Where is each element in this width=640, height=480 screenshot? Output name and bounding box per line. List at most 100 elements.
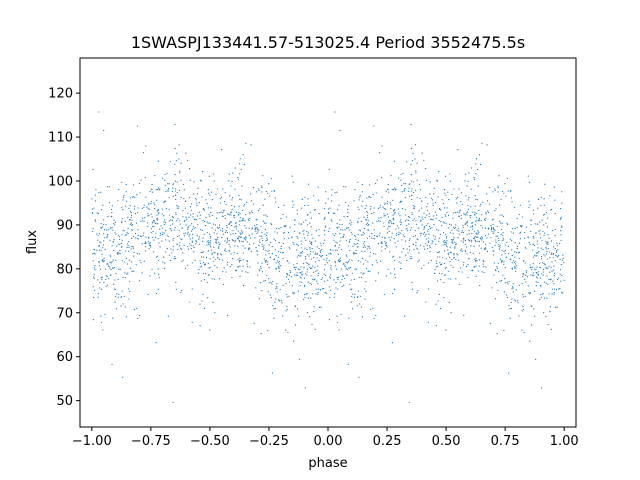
data-point bbox=[150, 200, 152, 203]
data-point bbox=[471, 232, 473, 234]
data-point bbox=[390, 204, 392, 206]
data-point bbox=[171, 219, 174, 221]
data-point bbox=[111, 363, 113, 365]
data-point bbox=[201, 265, 203, 267]
data-point bbox=[460, 240, 462, 242]
data-point bbox=[154, 204, 156, 206]
data-point bbox=[427, 241, 430, 243]
data-point bbox=[235, 270, 237, 272]
data-point bbox=[429, 227, 432, 229]
data-point bbox=[225, 271, 227, 273]
data-point bbox=[122, 229, 124, 231]
data-point bbox=[412, 220, 414, 222]
data-point bbox=[319, 254, 321, 256]
data-point bbox=[245, 239, 247, 241]
data-point bbox=[533, 213, 535, 215]
data-point bbox=[240, 230, 243, 232]
data-point bbox=[346, 262, 348, 264]
data-point bbox=[231, 276, 233, 279]
data-point bbox=[508, 305, 510, 307]
data-point bbox=[230, 224, 232, 227]
data-point bbox=[92, 319, 94, 321]
data-point bbox=[421, 200, 423, 202]
data-point bbox=[299, 232, 301, 234]
data-point bbox=[406, 259, 408, 262]
data-point bbox=[128, 288, 130, 290]
data-point bbox=[540, 255, 543, 258]
data-point bbox=[391, 236, 393, 238]
data-point bbox=[506, 177, 509, 180]
data-point bbox=[164, 221, 167, 224]
data-point bbox=[334, 192, 336, 194]
data-point bbox=[320, 255, 322, 257]
data-point bbox=[365, 259, 367, 261]
data-point bbox=[257, 274, 259, 276]
data-point bbox=[479, 284, 481, 287]
data-point bbox=[136, 193, 138, 196]
data-point bbox=[353, 296, 356, 298]
data-point bbox=[224, 217, 226, 220]
data-point bbox=[91, 230, 93, 232]
data-point bbox=[511, 201, 513, 203]
data-point bbox=[537, 247, 539, 249]
data-point bbox=[411, 160, 414, 162]
data-point bbox=[171, 252, 173, 254]
data-point bbox=[271, 253, 274, 255]
data-point bbox=[397, 213, 400, 215]
data-point bbox=[202, 237, 204, 239]
data-point bbox=[384, 208, 386, 210]
data-point bbox=[499, 258, 502, 260]
data-point bbox=[226, 237, 228, 239]
data-point bbox=[192, 193, 195, 195]
data-point bbox=[279, 265, 282, 267]
data-point bbox=[395, 246, 397, 248]
data-point bbox=[182, 216, 184, 218]
data-point bbox=[180, 248, 183, 250]
data-point bbox=[364, 250, 366, 252]
data-point bbox=[346, 227, 348, 229]
data-point bbox=[342, 229, 344, 231]
data-point bbox=[543, 224, 545, 226]
data-point bbox=[535, 285, 537, 287]
data-point bbox=[379, 232, 381, 234]
data-point bbox=[450, 238, 453, 241]
data-point bbox=[556, 251, 558, 253]
data-point bbox=[341, 278, 343, 280]
data-point bbox=[207, 239, 209, 242]
data-point bbox=[498, 245, 500, 247]
data-point bbox=[407, 230, 409, 232]
data-point bbox=[128, 207, 130, 209]
data-point bbox=[381, 242, 383, 244]
data-point bbox=[303, 233, 305, 235]
data-point bbox=[170, 230, 173, 232]
data-point bbox=[256, 226, 258, 229]
data-point bbox=[293, 230, 296, 233]
data-point bbox=[133, 255, 135, 257]
data-point bbox=[425, 233, 427, 236]
data-point bbox=[542, 274, 544, 276]
data-point bbox=[481, 237, 483, 239]
data-point bbox=[458, 188, 460, 190]
data-point bbox=[270, 177, 272, 180]
data-point bbox=[262, 239, 264, 242]
data-point bbox=[540, 196, 542, 198]
data-point bbox=[234, 188, 236, 190]
data-point bbox=[155, 188, 157, 191]
data-point bbox=[511, 286, 514, 288]
data-point bbox=[435, 325, 437, 327]
data-point bbox=[407, 216, 410, 218]
data-point bbox=[532, 249, 534, 251]
data-point bbox=[300, 243, 302, 245]
data-point bbox=[339, 223, 341, 226]
data-point bbox=[461, 203, 463, 205]
data-point bbox=[340, 237, 342, 239]
data-point bbox=[258, 209, 260, 212]
data-point bbox=[341, 275, 344, 277]
data-point bbox=[183, 235, 186, 237]
data-point bbox=[399, 215, 401, 217]
data-point bbox=[125, 191, 127, 193]
data-point bbox=[191, 288, 193, 290]
data-point bbox=[156, 188, 159, 191]
data-point bbox=[412, 181, 415, 183]
data-point bbox=[358, 199, 360, 201]
